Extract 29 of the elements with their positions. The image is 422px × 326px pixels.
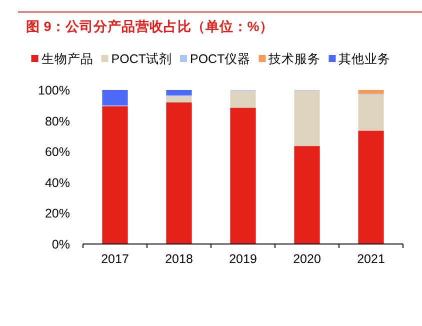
legend-label: 技术服务: [268, 52, 321, 66]
x-tick-label: 2018: [165, 252, 193, 266]
legend-label: 生物产品: [41, 52, 94, 66]
legend-label: 其他业务: [338, 52, 391, 66]
y-tick-label: 80%: [44, 114, 70, 128]
y-tick-label: 100%: [38, 84, 70, 98]
bar: [102, 90, 128, 106]
bar: [294, 146, 320, 244]
bar: [230, 108, 256, 244]
bar: [294, 90, 320, 146]
legend-label: POCT试剂: [111, 51, 172, 66]
bar: [358, 130, 384, 244]
x-tick-label: 2017: [101, 252, 129, 266]
x-tick-label: 2019: [229, 252, 257, 266]
y-tick-label: 20%: [44, 206, 70, 221]
bar: [230, 90, 256, 108]
legend-label: POCT仪器: [190, 52, 251, 66]
bar: [166, 96, 192, 102]
bar: [166, 102, 192, 244]
x-tick-label: 2021: [357, 252, 385, 266]
bar: [358, 90, 384, 94]
chart-title: 图 9：公司分产品营收占比（单位：%）: [26, 18, 274, 34]
y-tick-label: 0%: [52, 238, 70, 252]
y-tick-label: 40%: [44, 176, 70, 190]
y-tick-label: 60%: [44, 145, 70, 160]
bar: [166, 90, 192, 96]
bar: [102, 106, 128, 244]
x-tick-label: 2020: [293, 252, 321, 266]
bar: [358, 94, 384, 131]
